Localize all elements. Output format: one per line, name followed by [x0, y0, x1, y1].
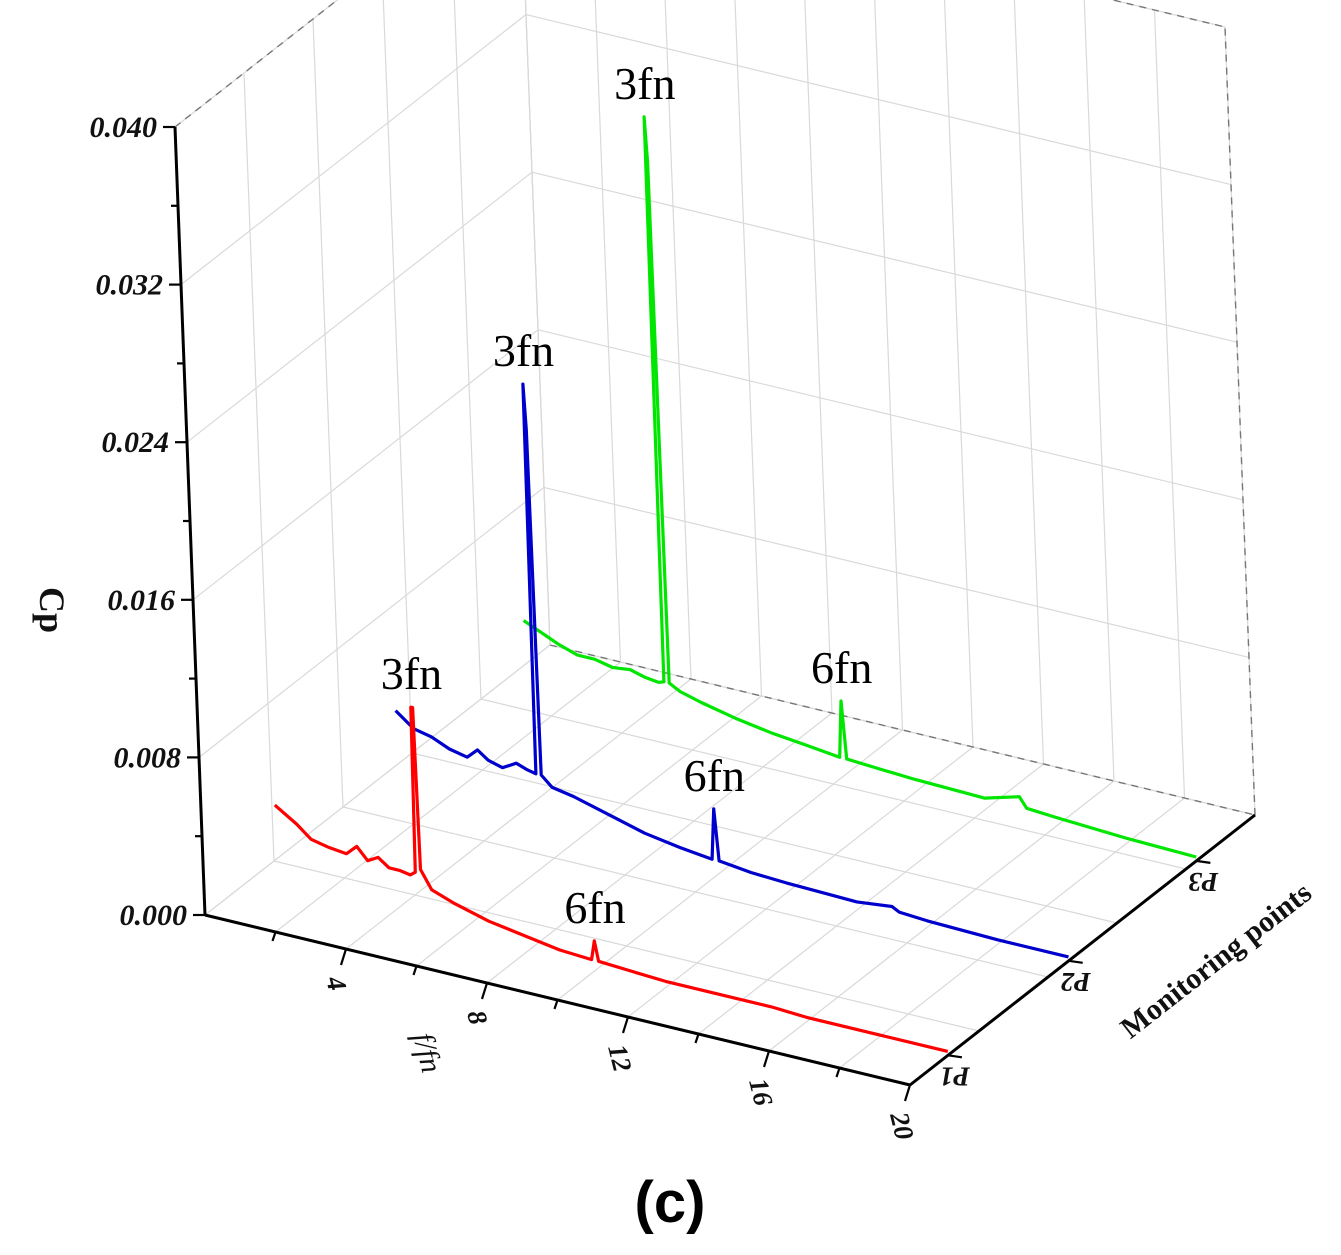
peak-label-p1-6fn: 6fn [564, 882, 625, 933]
x-minor-tick [553, 999, 559, 1010]
floor-gridline [345, 678, 692, 950]
peak-label-p3-6fn: 6fn [811, 642, 872, 693]
z-tick-label: P1 [940, 1061, 971, 1091]
peak-label-p2-6fn: 6fn [684, 750, 745, 801]
back-wall-gridline [594, 0, 622, 663]
back-wall-gridline [524, 0, 551, 646]
peak-label-p2-3fn: 3fn [493, 325, 554, 376]
peak-label-p1-3fn: 3fn [381, 648, 442, 699]
x-minor-tick [271, 931, 277, 942]
y-tick-label: 0.016 [108, 584, 176, 617]
back-wall-gridline [804, 0, 833, 714]
back-wall-gridline [1083, 0, 1115, 782]
x-minor-tick [694, 1033, 700, 1044]
floor-gridline [698, 763, 1044, 1035]
side-wall-gridline [192, 329, 539, 601]
y-tick-label: 0.040 [90, 111, 158, 144]
floor-gridline [480, 698, 1187, 870]
y-axis-title: Cp [32, 587, 72, 633]
side-wall-gridline [243, 72, 275, 862]
floor-gridline [486, 712, 833, 984]
top-side-edge [174, 0, 339, 128]
y-tick-label: 0.032 [96, 269, 164, 302]
floor-gridline [275, 661, 621, 933]
floor-gridline [204, 644, 551, 916]
x-tick [480, 982, 489, 1000]
floor-gridline [627, 746, 974, 1018]
z-tick [947, 1054, 963, 1059]
side-wall-gridline [312, 18, 344, 808]
x-tick [621, 1016, 630, 1034]
back-wall-gridline [734, 0, 763, 697]
y-tick-label: 0.000 [120, 899, 188, 932]
z-tick-label: P2 [1061, 967, 1092, 997]
back-wall-gridline [1110, 0, 1226, 28]
z-tick [1068, 959, 1083, 964]
side-wall-gridline [382, 0, 413, 754]
y-tick-label: 0.008 [114, 741, 182, 774]
side-wall-gridline [186, 171, 533, 443]
floor-gridline [273, 860, 980, 1032]
back-right-edge [1224, 26, 1256, 816]
x-tick-label: 20 [884, 1108, 920, 1143]
back-wall-gridline [664, 0, 692, 680]
back-wall-gridline [1153, 9, 1186, 799]
series-line-p1 [273, 705, 949, 1053]
floor-gridline [839, 797, 1185, 1069]
series-line-p3 [522, 115, 1197, 859]
side-wall-gridline [180, 14, 527, 286]
back-wall-gridline [943, 0, 974, 748]
grid-layer [174, 0, 1256, 1086]
x-tick [903, 1084, 912, 1102]
z-tick-label: P3 [1188, 867, 1219, 897]
series-layer [273, 115, 1197, 1053]
side-wall-gridline [198, 486, 545, 758]
z-tick [1196, 859, 1211, 864]
x-tick-label: 16 [743, 1075, 779, 1109]
floor-gridline [416, 695, 762, 967]
top-back-edge [1110, 0, 1226, 28]
peak-label-p3-3fn: 3fn [614, 58, 675, 109]
x-tick-label: 8 [461, 1007, 493, 1028]
x-minor-tick [835, 1067, 841, 1078]
series-line-p2 [394, 382, 1069, 959]
back-wall-gridline [874, 0, 904, 731]
back-wall-gridline [1013, 0, 1045, 765]
floor-gridline [411, 752, 1118, 924]
label-layer: 3fn 6fn 3fn 6fn 3fn 6fn [381, 58, 873, 933]
side-wall-gridline [524, 0, 551, 646]
x-tick [339, 948, 348, 966]
back-left-edge [524, 0, 551, 646]
floor-gridline [768, 780, 1115, 1052]
x-axis-title: f/fn [406, 1029, 448, 1076]
x-tick-label: 12 [602, 1041, 638, 1074]
floor-gridline [342, 806, 1049, 978]
x-tick-label: 4 [320, 972, 353, 993]
side-wall-gridline [174, 0, 339, 128]
y-tick-label: 0.024 [102, 426, 170, 459]
x-tick [762, 1050, 771, 1068]
side-wall-gridline [453, 0, 482, 700]
panel-label: (c) [635, 1170, 706, 1235]
x-minor-tick [412, 965, 418, 976]
